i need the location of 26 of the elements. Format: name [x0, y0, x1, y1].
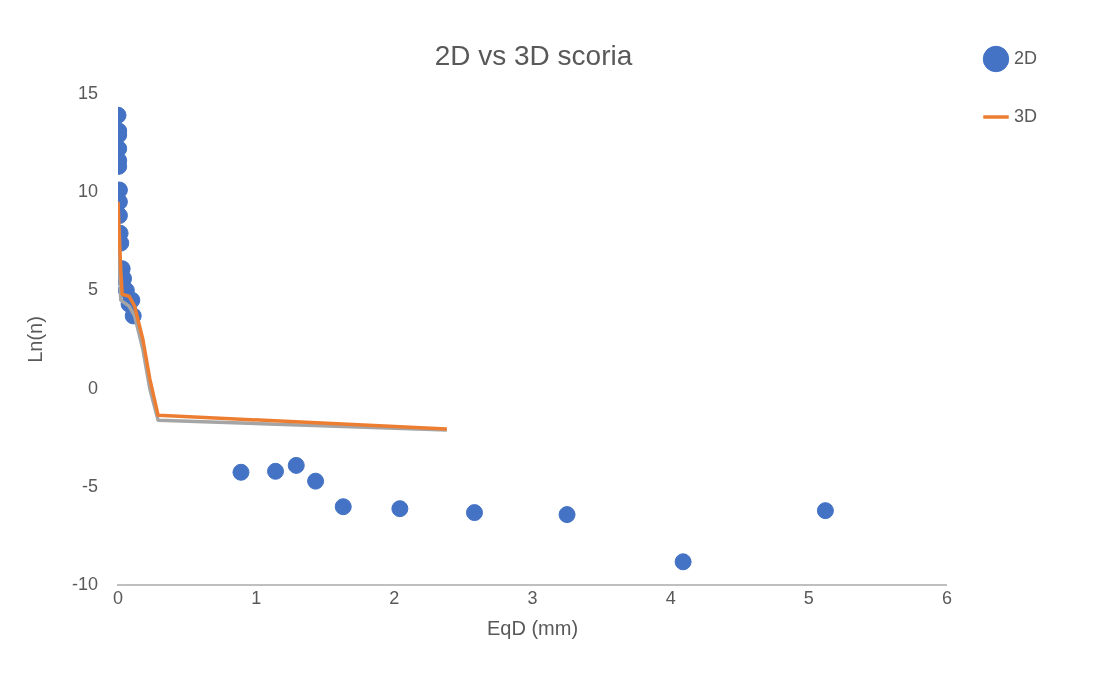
point — [267, 462, 285, 480]
y-tick-label: -5 — [82, 476, 99, 497]
point — [816, 502, 834, 520]
x-tick-label: 1 — [251, 588, 262, 609]
point — [307, 472, 325, 490]
x-tick-label: 2 — [389, 588, 400, 609]
point — [334, 498, 352, 516]
y-tick-label: 5 — [88, 279, 99, 300]
y-tick-label: 15 — [77, 82, 99, 103]
legend-label: 2D — [1013, 47, 1038, 68]
x-tick-label: 6 — [941, 588, 952, 609]
chart-title: 2D vs 3D scoria — [434, 39, 633, 71]
point — [558, 506, 576, 524]
x-tick-label: 0 — [113, 588, 124, 609]
point — [465, 504, 483, 522]
legend-label: 3D — [1013, 105, 1038, 126]
x-tick-label: 3 — [527, 588, 538, 609]
x-tick-label: 4 — [665, 588, 676, 609]
point — [674, 553, 692, 571]
x-axis-title: EqD (mm) — [486, 616, 579, 639]
y-tick-label: -10 — [72, 574, 99, 595]
y-axis-title: Ln(n) — [23, 316, 46, 363]
y-tick-label: 10 — [77, 180, 99, 201]
y-tick-label: 0 — [88, 377, 99, 398]
point — [391, 500, 409, 518]
x-tick-label: 5 — [803, 588, 814, 609]
